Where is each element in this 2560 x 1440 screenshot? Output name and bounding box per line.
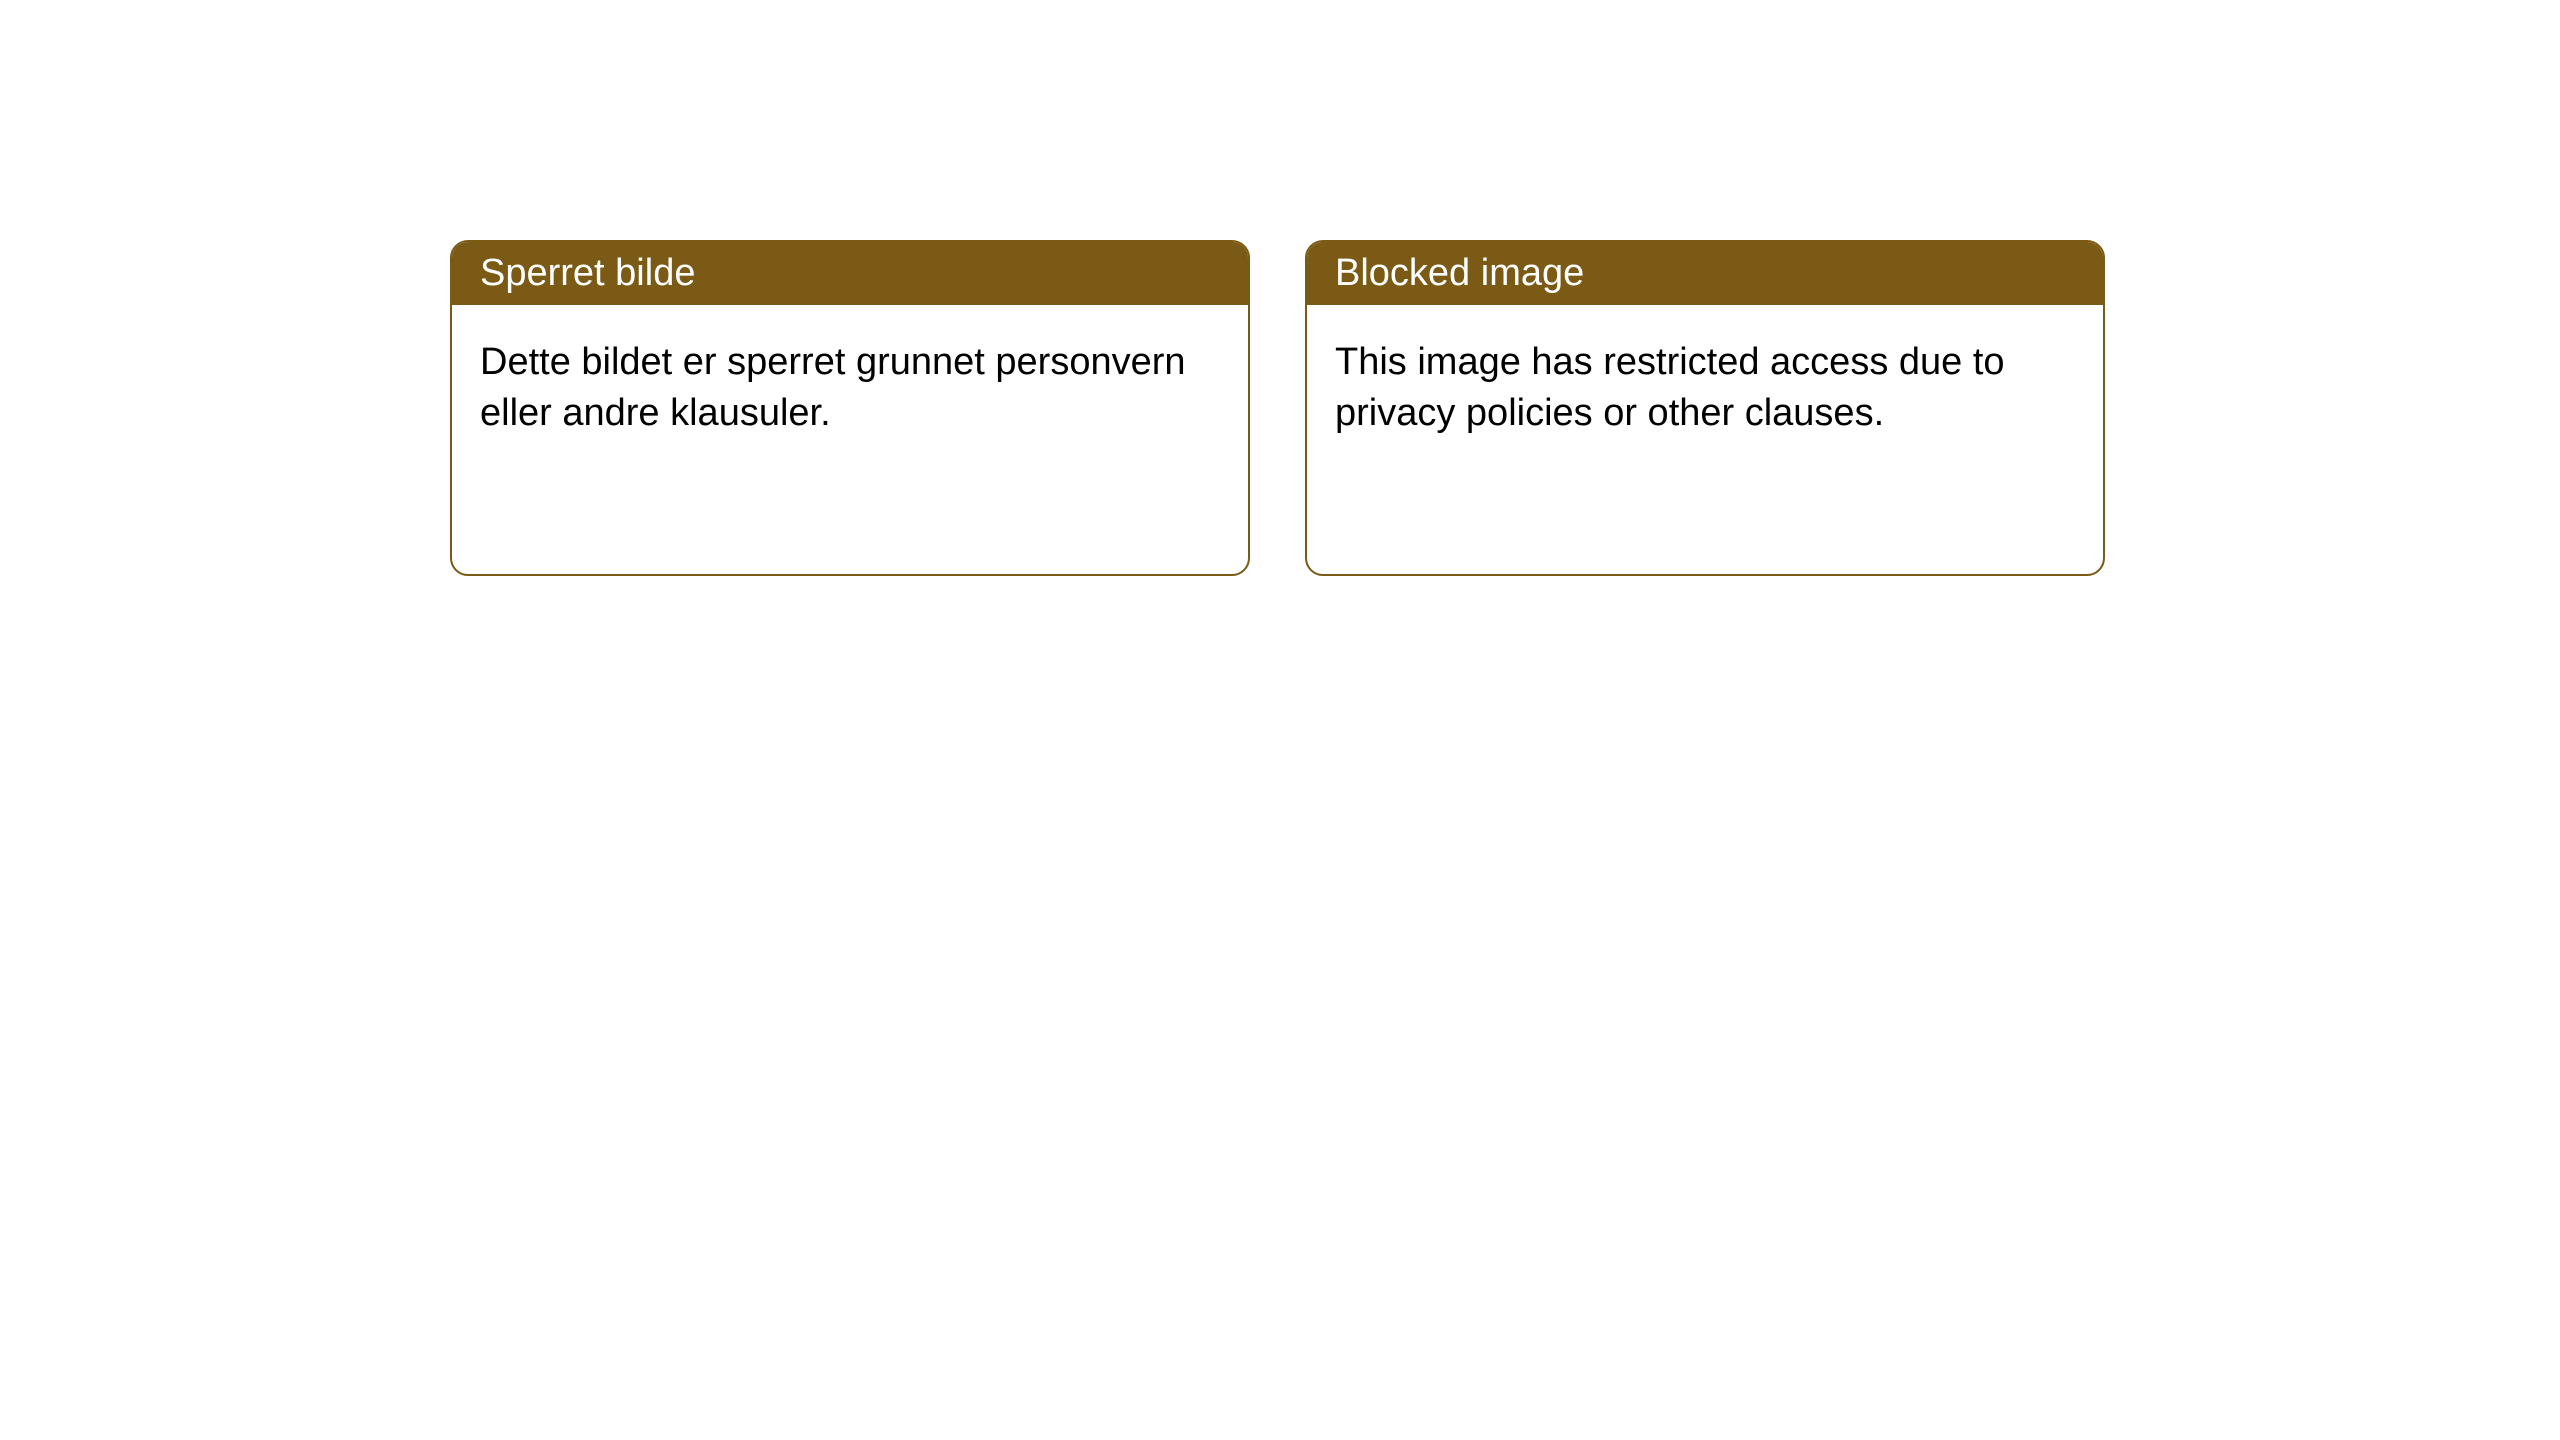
blocked-image-card-english: Blocked image This image has restricted … <box>1305 240 2105 576</box>
card-header-norwegian: Sperret bilde <box>452 242 1248 305</box>
card-header-english: Blocked image <box>1307 242 2103 305</box>
card-body-english: This image has restricted access due to … <box>1307 305 2103 472</box>
card-message-norwegian: Dette bildet er sperret grunnet personve… <box>480 341 1186 434</box>
blocked-image-card-norwegian: Sperret bilde Dette bildet er sperret gr… <box>450 240 1250 576</box>
card-body-norwegian: Dette bildet er sperret grunnet personve… <box>452 305 1248 472</box>
notice-container: Sperret bilde Dette bildet er sperret gr… <box>0 0 2560 576</box>
card-title-english: Blocked image <box>1335 252 1584 294</box>
card-title-norwegian: Sperret bilde <box>480 252 695 294</box>
card-message-english: This image has restricted access due to … <box>1335 341 2005 434</box>
